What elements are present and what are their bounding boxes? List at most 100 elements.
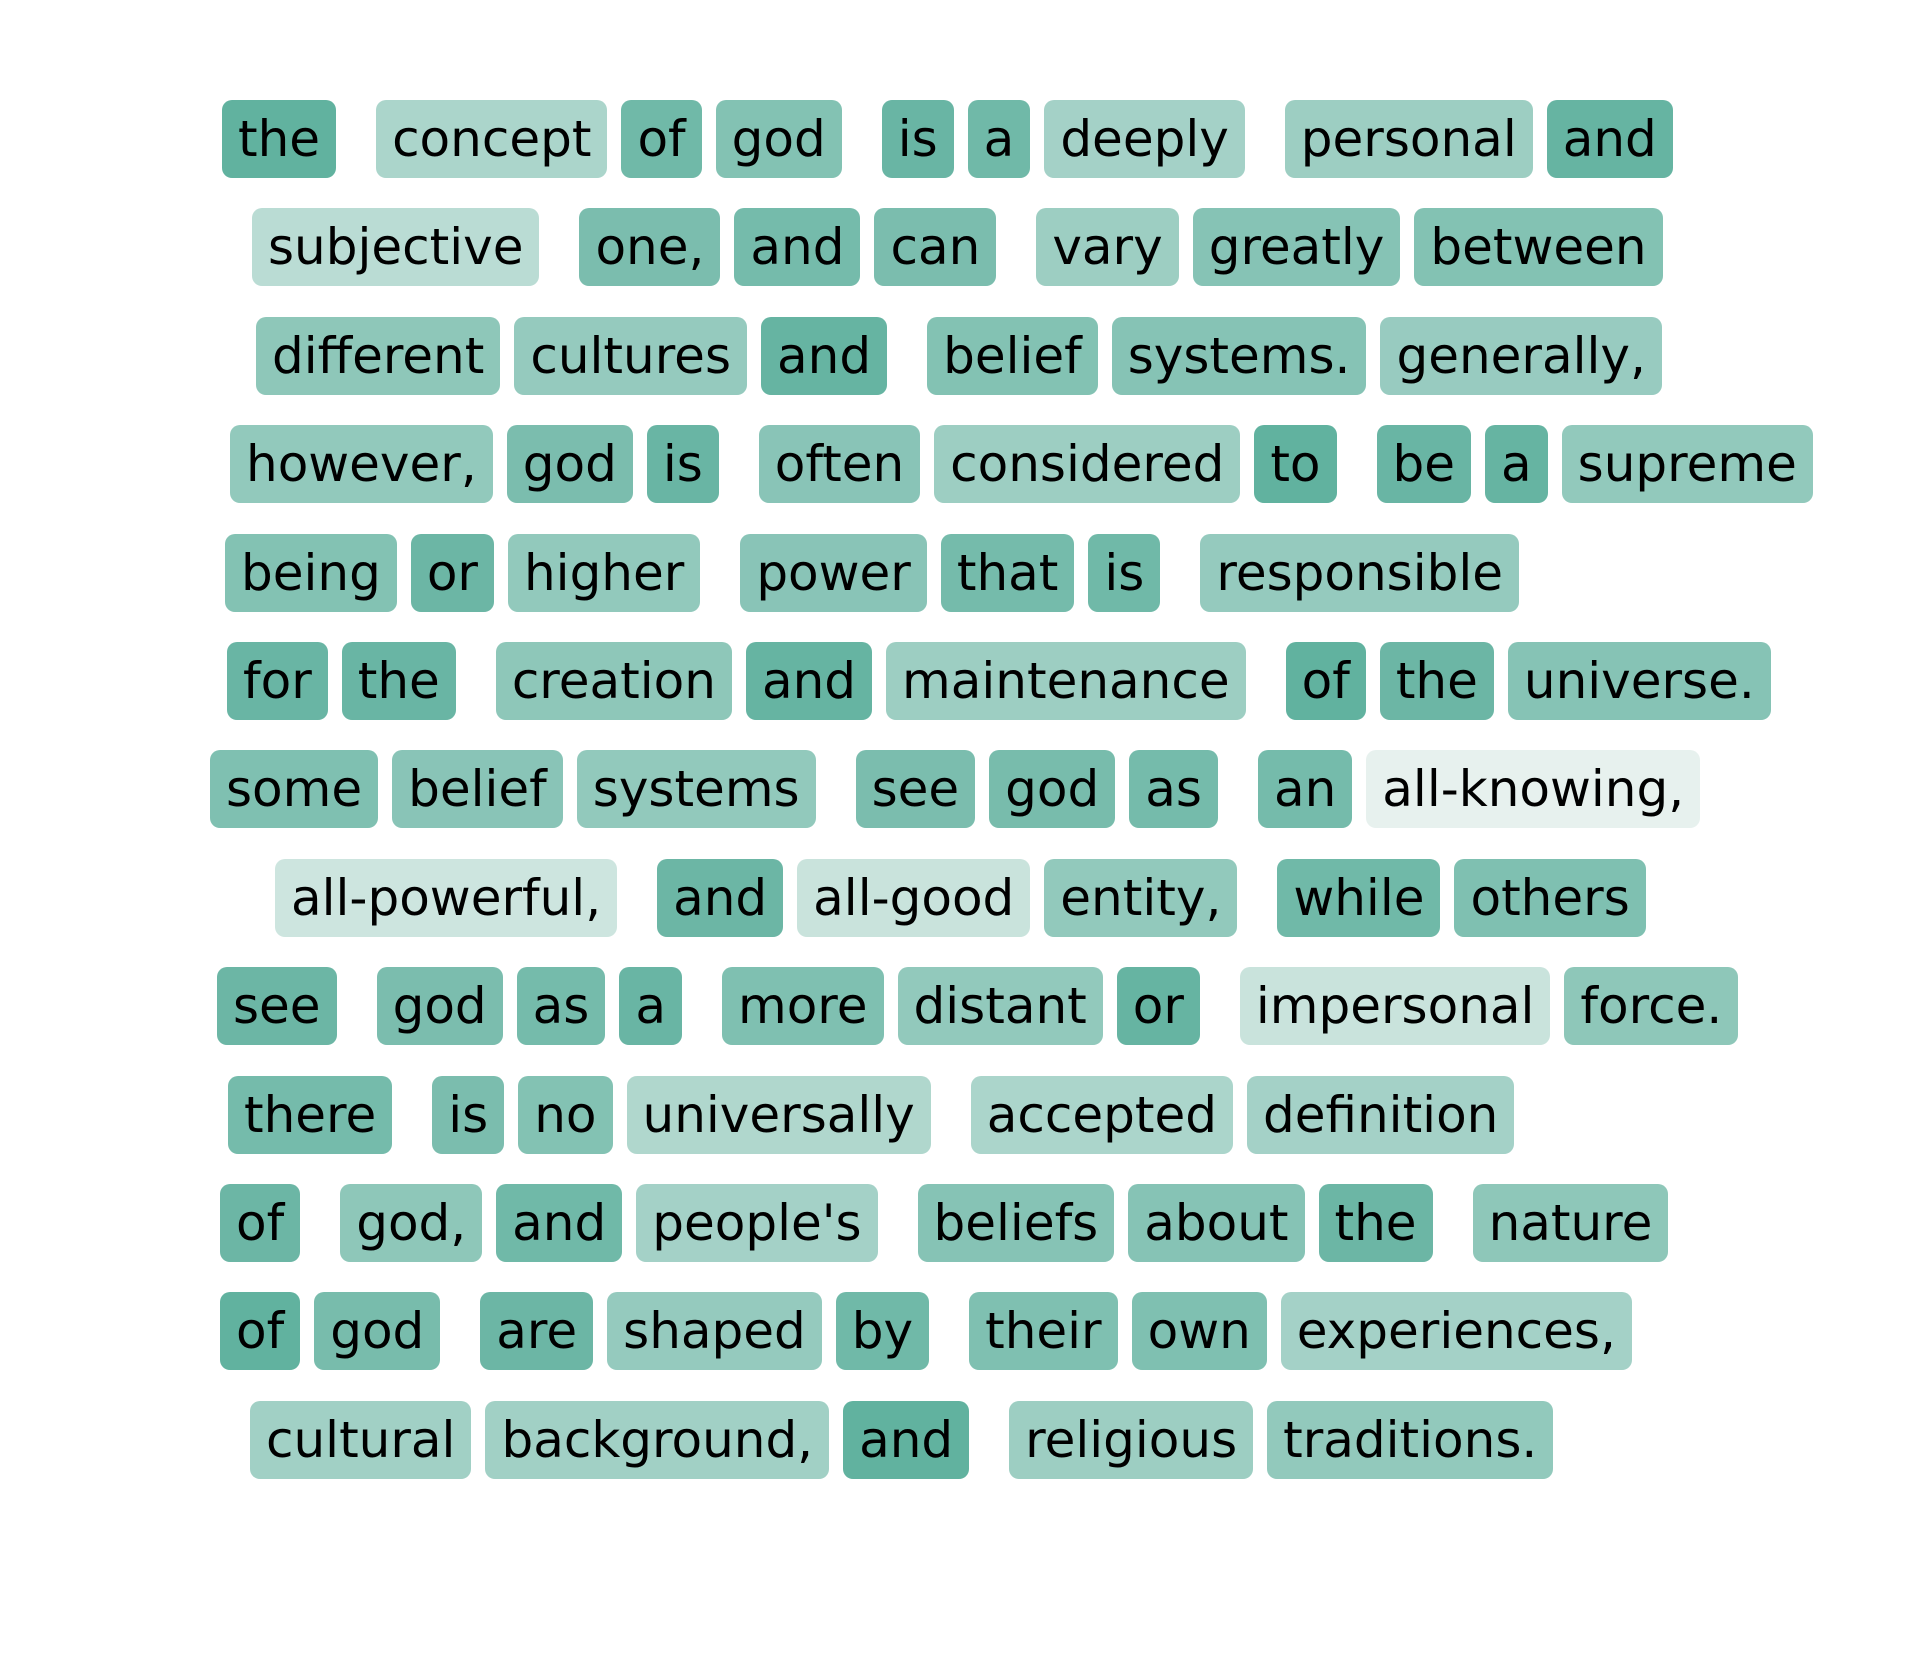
token-chip: all-knowing, — [1366, 750, 1701, 829]
token-chip: their — [969, 1292, 1118, 1371]
token-line: some belief systems see god as an all-knowing, — [0, 750, 1919, 830]
token-chip: belief — [392, 750, 563, 829]
token-chip: all-good — [797, 858, 1031, 937]
token-chip: others — [1454, 858, 1646, 937]
token-chip: can — [874, 208, 997, 287]
token-chip: a — [619, 967, 682, 1046]
token-chip: god, — [340, 1184, 483, 1262]
token-chip: or — [1116, 967, 1200, 1046]
token-chip: more — [722, 967, 884, 1046]
token-chip: no — [518, 1075, 613, 1154]
token-chip: the — [1318, 1184, 1433, 1262]
token-chip: that — [940, 533, 1075, 612]
token-chip: there — [228, 1075, 393, 1154]
token-chip: universally — [626, 1075, 931, 1154]
token-line: subjective one, and can vary greatly between — [0, 208, 1919, 288]
token-chip: religious — [1009, 1400, 1254, 1479]
token-chip: and — [657, 858, 784, 937]
token-chip: and — [745, 642, 873, 720]
token-chip: between — [1414, 208, 1663, 287]
token-chip: of — [1285, 642, 1366, 720]
token-chip: a — [1485, 425, 1548, 504]
token-chip: cultures — [514, 316, 747, 395]
token-chip: and — [734, 208, 861, 287]
token-chip: people's — [636, 1184, 878, 1262]
token-chip: systems. — [1111, 316, 1367, 395]
token-chip: universe. — [1507, 642, 1771, 720]
token-chip: about — [1128, 1184, 1305, 1262]
token-chip: creation — [495, 642, 732, 720]
token-chip: belief — [927, 316, 1098, 395]
token-chip: and — [1546, 100, 1673, 178]
token-chip: cultural — [250, 1400, 472, 1479]
token-chip: definition — [1247, 1075, 1515, 1154]
token-line: the concept of god is a deeply personal and — [0, 100, 1919, 180]
token-chip: experiences, — [1280, 1292, 1632, 1371]
token-line: different cultures and belief systems. genera… — [0, 316, 1919, 397]
token-chip: impersonal — [1239, 967, 1551, 1046]
token-chip: be — [1376, 425, 1472, 504]
token-chip: entity, — [1044, 858, 1238, 937]
token-line: of god, and people's beliefs about the nature — [0, 1184, 1919, 1264]
token-chip: concept — [376, 100, 608, 178]
token-chip: being — [225, 533, 397, 612]
token-chip: see — [217, 967, 337, 1046]
token-chip: and — [761, 316, 888, 395]
token-chip: to — [1254, 425, 1337, 504]
token-chip: background, — [485, 1400, 830, 1479]
token-chip: one, — [579, 208, 721, 287]
token-chip: traditions. — [1267, 1400, 1554, 1479]
token-chip: own — [1131, 1292, 1267, 1371]
token-chip: of — [621, 100, 702, 178]
token-chip: god — [376, 967, 503, 1046]
token-line: of god are shaped by their own experiences, — [0, 1292, 1919, 1372]
token-chip: shaped — [607, 1292, 822, 1371]
token-chip: accepted — [970, 1075, 1233, 1154]
token-chip: see — [855, 750, 976, 829]
token-chip: god — [715, 100, 842, 178]
token-chip: god — [506, 425, 633, 504]
token-chip: a — [967, 100, 1031, 178]
token-chip: often — [758, 425, 921, 504]
token-chip: an — [1257, 750, 1353, 829]
token-chip: the — [1379, 642, 1494, 720]
token-chip: is — [432, 1075, 505, 1154]
token-chip: generally, — [1380, 316, 1662, 395]
token-chip: supreme — [1561, 425, 1813, 504]
token-chip: are — [480, 1292, 594, 1371]
token-chip: all-powerful, — [275, 858, 618, 937]
token-chip: force. — [1564, 967, 1739, 1046]
token-chip: different — [256, 316, 501, 395]
token-chip: or — [410, 533, 494, 612]
token-chip: greatly — [1192, 208, 1401, 287]
token-chip: personal — [1284, 100, 1533, 178]
token-chip: as — [516, 967, 606, 1046]
token-chip: however, — [230, 425, 493, 504]
token-chip: considered — [934, 425, 1241, 504]
token-chip: distant — [897, 967, 1103, 1046]
token-chip: of — [220, 1292, 301, 1371]
token-chip: and — [496, 1184, 623, 1262]
token-chip: systems — [576, 750, 816, 829]
token-line: however, god is often considered to be a supreme — [0, 425, 1919, 505]
token-chip: subjective — [252, 208, 540, 287]
token-chip: maintenance — [886, 642, 1246, 720]
token-chip: while — [1277, 858, 1441, 937]
token-chip: responsible — [1200, 533, 1519, 612]
token-line: being or higher power that is responsible — [0, 533, 1919, 614]
token-chip: is — [881, 100, 954, 178]
token-chip: as — [1129, 750, 1218, 829]
token-chip: power — [740, 533, 927, 612]
token-line: all-powerful, and all-good entity, while othe… — [0, 858, 1919, 939]
token-chip: by — [835, 1292, 930, 1371]
token-chip: higher — [507, 533, 701, 612]
token-line: there is no universally accepted definition — [0, 1075, 1919, 1156]
token-chip: deeply — [1044, 100, 1245, 178]
token-line: for the creation and maintenance of the univers… — [0, 642, 1919, 722]
token-chip: is — [1088, 533, 1161, 612]
token-chip: some — [210, 750, 379, 829]
token-chip: the — [341, 642, 456, 720]
token-line: cultural background, and religious tradition… — [0, 1400, 1919, 1481]
token-line: see god as a more distant or impersonal force. — [0, 967, 1919, 1047]
